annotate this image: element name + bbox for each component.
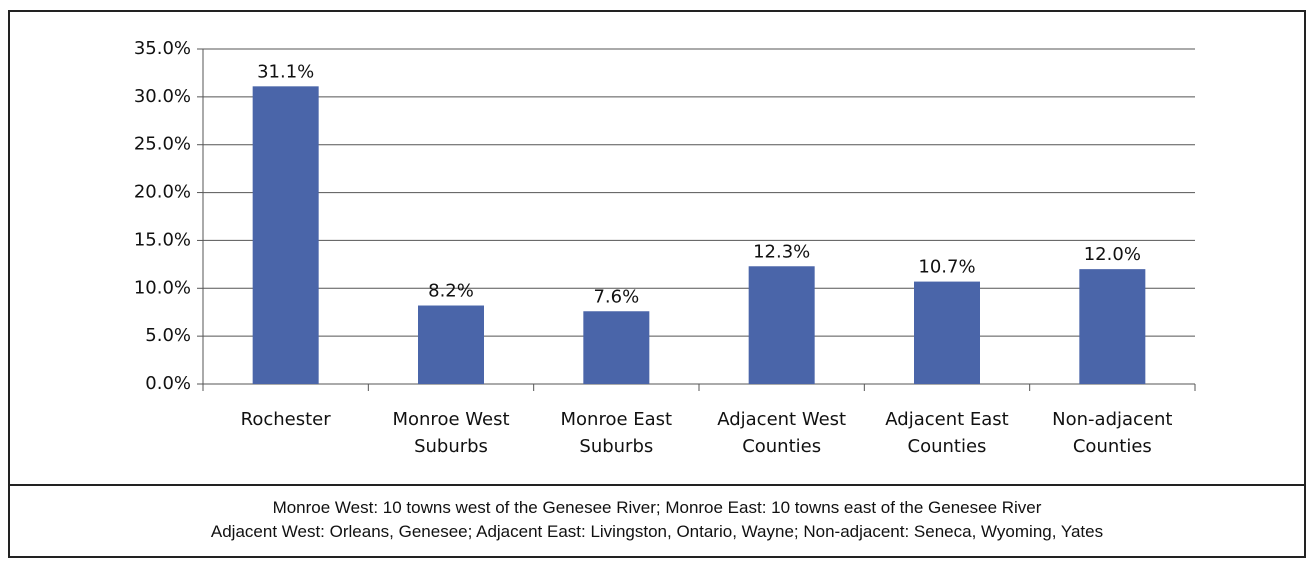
y-tick-label: 5.0% [145,325,191,346]
caption-line: Monroe West: 10 towns west of the Genese… [272,498,1042,517]
bar [583,311,650,384]
y-tick-label: 35.0% [134,38,191,59]
x-tick-label: Monroe East Suburbs [560,409,673,457]
value-label: 31.1% [257,61,314,82]
y-tick-label: 25.0% [134,134,191,155]
x-tick-label: Rochester [240,409,331,430]
x-tick-label: Non-adjacent Counties [1052,409,1173,457]
y-tick-label: 10.0% [134,277,191,298]
bar [748,266,815,384]
bar [914,281,980,384]
x-tick-label: Monroe West Suburbs [392,409,510,457]
y-tick-label: 15.0% [134,229,191,250]
x-tick-label: Adjacent East Counties [885,409,1009,457]
bar [252,86,319,384]
caption-line: Adjacent West: Orleans, Genesee; Adjacen… [210,522,1104,541]
caption: Monroe West: 10 towns west of the Genese… [8,484,1306,558]
bar [1079,269,1146,384]
value-label: 8.2% [428,281,474,302]
value-label: 12.0% [1084,244,1141,265]
y-tick-label: 30.0% [134,86,191,107]
value-label: 10.7% [918,257,975,278]
value-label: 12.3% [753,241,810,262]
x-tick-label: Adjacent West Counties [717,409,847,457]
chart-frame [8,10,1306,486]
y-tick-label: 20.0% [134,182,191,203]
value-label: 7.6% [593,286,639,307]
bar [418,305,484,384]
y-tick-label: 0.0% [145,373,191,394]
